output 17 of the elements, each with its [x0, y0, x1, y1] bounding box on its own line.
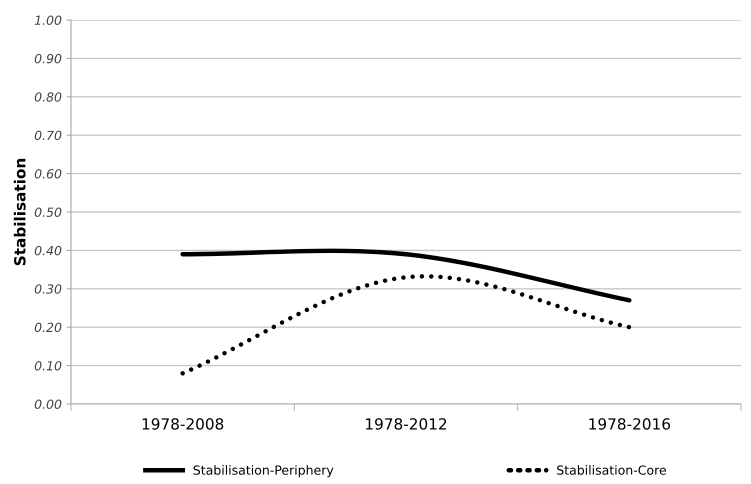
y-tick-label: 0.90 — [34, 54, 62, 64]
legend-label: Stabilisation-Core — [557, 465, 666, 475]
y-tick-label: 1.00 — [34, 15, 62, 25]
y-tick-label: 0.50 — [34, 207, 62, 217]
y-tick-label: 0.60 — [34, 169, 62, 179]
x-tick-label: 1978-2012 — [366, 418, 446, 430]
y-tick-label: 0.10 — [34, 361, 62, 371]
y-tick-label: 0.80 — [34, 92, 62, 102]
y-tick-label: 0.20 — [34, 322, 62, 332]
y-axis-title: Stabilisation — [14, 158, 26, 266]
x-tick-label: 1978-2016 — [589, 418, 670, 430]
y-tick-label: 0.70 — [34, 130, 62, 140]
x-tick-label: 1978-2008 — [142, 418, 224, 430]
y-tick-label: 0.40 — [34, 246, 62, 256]
y-tick-label: 0.30 — [34, 284, 62, 294]
y-tick-label: 0.00 — [34, 399, 62, 409]
legend-label: Stabilisation-Periphery — [194, 465, 334, 478]
